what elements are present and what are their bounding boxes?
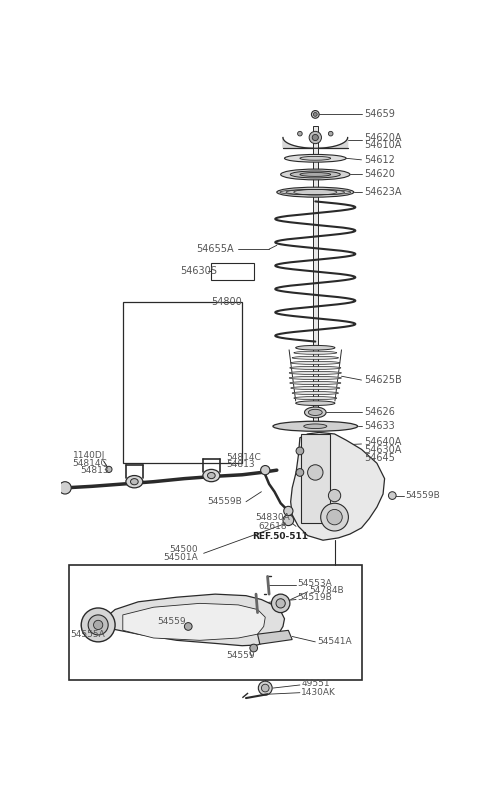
Text: 1430AK: 1430AK — [301, 688, 336, 697]
Ellipse shape — [281, 169, 350, 180]
Ellipse shape — [126, 476, 143, 488]
Circle shape — [321, 504, 348, 531]
Circle shape — [94, 620, 103, 630]
Ellipse shape — [285, 155, 346, 162]
Ellipse shape — [290, 366, 341, 370]
Circle shape — [88, 615, 108, 635]
Ellipse shape — [308, 409, 322, 416]
Ellipse shape — [304, 407, 326, 418]
Polygon shape — [283, 137, 348, 148]
Ellipse shape — [291, 386, 340, 389]
Circle shape — [308, 465, 323, 480]
Ellipse shape — [300, 156, 331, 160]
Text: REF.50-511: REF.50-511 — [252, 532, 308, 541]
Text: 54620A: 54620A — [364, 133, 401, 144]
Ellipse shape — [290, 381, 341, 385]
Circle shape — [309, 132, 322, 144]
Text: 54784B: 54784B — [309, 586, 344, 595]
Text: 54559B: 54559B — [406, 491, 440, 500]
Text: 54630S: 54630S — [180, 266, 217, 277]
Circle shape — [258, 681, 272, 695]
Ellipse shape — [292, 356, 338, 359]
Text: 54814C: 54814C — [73, 458, 108, 468]
Ellipse shape — [131, 479, 138, 485]
Text: 1140DJ: 1140DJ — [73, 451, 105, 460]
Text: 54813: 54813 — [81, 466, 109, 476]
Circle shape — [313, 113, 317, 117]
Ellipse shape — [277, 187, 354, 197]
Ellipse shape — [292, 392, 338, 395]
Bar — [123, 301, 242, 463]
Circle shape — [250, 644, 258, 652]
Bar — [300, 434, 330, 523]
Text: 54553A: 54553A — [298, 579, 332, 588]
Circle shape — [59, 481, 71, 494]
Ellipse shape — [273, 421, 358, 431]
Text: 49551: 49551 — [301, 679, 330, 688]
Polygon shape — [258, 630, 292, 644]
Text: 54630A: 54630A — [364, 445, 401, 455]
Ellipse shape — [289, 377, 341, 380]
Bar — [313, 126, 318, 427]
Text: 54655A: 54655A — [196, 244, 234, 255]
Text: 54814C: 54814C — [227, 453, 262, 462]
Text: 54612: 54612 — [364, 155, 395, 165]
Text: 54559: 54559 — [157, 617, 186, 626]
Circle shape — [284, 507, 293, 515]
Ellipse shape — [294, 396, 337, 400]
Ellipse shape — [207, 473, 215, 479]
Circle shape — [106, 466, 112, 473]
Ellipse shape — [296, 400, 335, 405]
Circle shape — [298, 132, 302, 136]
Text: 54519B: 54519B — [298, 593, 332, 603]
Bar — [211, 263, 254, 280]
Circle shape — [388, 492, 396, 500]
Ellipse shape — [294, 351, 337, 354]
Circle shape — [262, 684, 269, 692]
Circle shape — [328, 132, 333, 136]
Text: 54559B: 54559B — [207, 497, 242, 506]
Text: 54800: 54800 — [211, 297, 242, 307]
Text: 54501A: 54501A — [164, 553, 198, 561]
Circle shape — [312, 135, 318, 140]
Text: 54633: 54633 — [364, 421, 395, 431]
Text: 54626: 54626 — [364, 408, 395, 417]
Polygon shape — [123, 603, 265, 640]
Circle shape — [271, 594, 290, 613]
Ellipse shape — [300, 173, 331, 176]
Text: 54500: 54500 — [169, 545, 198, 554]
Polygon shape — [291, 432, 384, 540]
Text: 54559: 54559 — [227, 651, 255, 661]
Circle shape — [312, 110, 319, 118]
Bar — [69, 565, 361, 680]
Text: 54623A: 54623A — [364, 187, 401, 197]
Text: 54610A: 54610A — [364, 140, 401, 150]
Text: 54625B: 54625B — [364, 375, 402, 385]
Polygon shape — [100, 594, 285, 646]
Circle shape — [328, 489, 341, 502]
Circle shape — [296, 469, 304, 477]
Text: 62618: 62618 — [258, 522, 287, 531]
Text: 54645: 54645 — [364, 453, 395, 463]
Ellipse shape — [304, 424, 327, 428]
Text: 54659: 54659 — [364, 109, 395, 120]
Circle shape — [296, 447, 304, 454]
Circle shape — [81, 608, 115, 642]
Ellipse shape — [291, 362, 340, 364]
Text: 54541A: 54541A — [317, 638, 351, 646]
Text: 54620: 54620 — [364, 170, 395, 179]
Ellipse shape — [296, 346, 335, 350]
Ellipse shape — [203, 469, 220, 481]
Text: 54640A: 54640A — [364, 438, 401, 447]
Ellipse shape — [289, 371, 341, 374]
Ellipse shape — [290, 171, 340, 178]
Circle shape — [184, 623, 192, 630]
Circle shape — [261, 465, 270, 475]
Text: 54830A: 54830A — [255, 512, 290, 522]
Circle shape — [327, 509, 342, 525]
Text: 54813: 54813 — [227, 460, 255, 469]
Circle shape — [276, 599, 285, 608]
Circle shape — [283, 515, 294, 526]
Text: 54555A: 54555A — [71, 630, 105, 638]
